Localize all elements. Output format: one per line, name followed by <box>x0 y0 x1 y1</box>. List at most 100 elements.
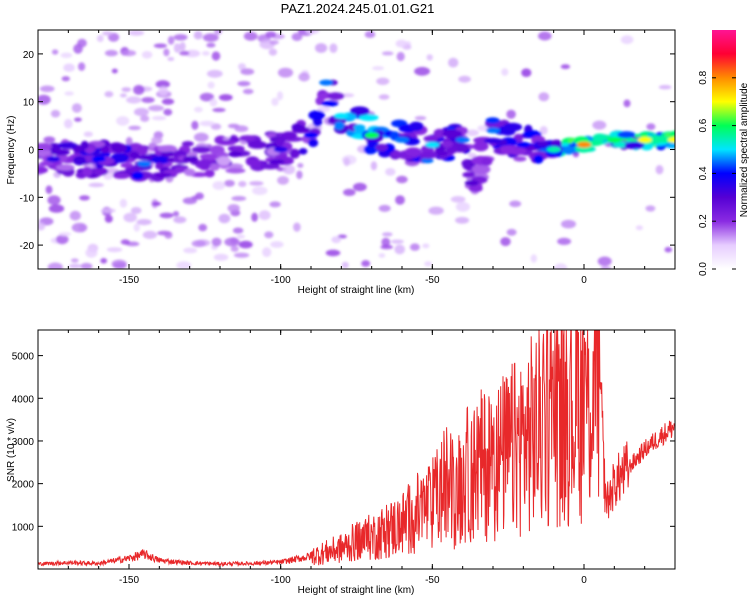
spectrogram-ridge-cell <box>503 122 523 132</box>
spectrogram-noise-cell <box>133 84 145 95</box>
spectrogram-noise-cell <box>251 212 258 222</box>
colorbar-tick-label: 0.0 <box>698 262 709 276</box>
spectrogram-noise-cell <box>232 227 244 234</box>
spectrogram-noise-cell <box>378 204 391 212</box>
spectrogram-noise-cell <box>224 237 240 247</box>
spectrogram-noise-cell <box>500 237 511 247</box>
spectrogram-noise-cell <box>240 68 255 75</box>
spectrogram-noise-cell <box>38 222 46 231</box>
spectrogram-noise-cell <box>242 88 254 95</box>
spectrogram-noise-cell <box>100 258 108 264</box>
spectrogram-noise-cell <box>394 244 406 255</box>
spectrogram-noise-cell <box>252 186 268 195</box>
spectrogram-ridge-cell <box>194 159 215 170</box>
spectrogram-noise-cell <box>277 176 289 185</box>
spectrogram-ridge-cell <box>308 138 319 148</box>
spectrogram-noise-cell <box>164 231 173 239</box>
colorbar-tick-label: 0.6 <box>698 118 709 132</box>
spectrogram-noise-cell <box>455 201 470 212</box>
spectrogram-noise-cell <box>163 108 173 116</box>
spectrogram-noise-cell <box>121 50 137 57</box>
spectrogram-noise-cell <box>422 243 430 249</box>
spectrogram-ridge-cell <box>80 140 89 150</box>
spectrogram-noise-cell <box>106 247 123 253</box>
spectrogram-noise-cell <box>148 105 165 112</box>
spectrogram-noise-cell <box>167 57 175 61</box>
spectrogram-noise-cell <box>151 136 163 145</box>
spectrogram-ridge-core <box>228 151 243 158</box>
spectrogram-noise-cell <box>331 236 342 244</box>
spectrogram-ridge-cell <box>419 151 438 159</box>
spectrogram-noise-cell <box>506 109 516 119</box>
spectrogram-ridge-core <box>182 156 197 163</box>
spectrogram-noise-cell <box>47 195 61 206</box>
spectrogram-ridge-cell <box>38 166 48 174</box>
spectrogram-noise-cell <box>560 64 571 70</box>
colorbar-ticks: 0.0 0.2 0.4 0.6 0.8 <box>698 70 736 276</box>
spectrogram-ridge-core <box>516 141 531 148</box>
spectrogram-noise-cell <box>396 175 408 184</box>
spectrogram-ridge-cell <box>112 172 130 179</box>
spectrogram-noise-cell <box>381 237 391 247</box>
spectrogram-ridge-cell <box>350 106 370 116</box>
spectrogram-ridge-cell <box>227 163 244 170</box>
spectrogram-noise-cell <box>78 62 86 71</box>
spectrogram-noise-cell <box>230 245 239 252</box>
spectrogram-noise-cell <box>182 197 198 205</box>
spectrogram-noise-cell <box>70 258 79 263</box>
x-tick-label: 0 <box>581 575 587 586</box>
spectrogram-noise-cell <box>128 125 141 131</box>
spectrogram-noise-cell <box>664 246 673 253</box>
spectrogram-ridge-cell <box>199 153 218 160</box>
spectrogram-noise-cell <box>213 253 229 261</box>
spectrogram-ridge-cell <box>334 121 345 131</box>
spectrogram-ridge-core <box>91 156 106 163</box>
x-tick-label: -50 <box>425 575 440 586</box>
spectrogram-ridge-cell <box>617 131 636 139</box>
spectrogram-noise-cell <box>249 181 264 186</box>
spectrogram-noise-cell <box>199 120 215 127</box>
spectrogram-noise-cell <box>173 34 188 41</box>
spectrogram-noise-cell <box>79 195 90 201</box>
spectrogram-noise-cell <box>153 43 167 49</box>
spectrogram-ridge-cell <box>82 166 93 177</box>
spectrogram-ridge-cell <box>298 148 308 155</box>
spectrogram-ridge-cell <box>624 141 645 150</box>
spectrogram-noise-cell <box>291 32 303 42</box>
spectrogram-ridge-cell <box>375 143 388 152</box>
spectrogram-ridge-cell <box>468 185 483 193</box>
spectrogram-ridge-core <box>637 136 652 143</box>
spectrogram-noise-cell <box>209 98 218 107</box>
spectrogram-ridge-core <box>395 136 409 143</box>
spectrogram-noise-cell <box>159 212 174 219</box>
spectrogram-ridge-cell <box>462 171 476 178</box>
spectrogram-noise-cell <box>409 243 420 251</box>
spectrogram-noise-cell <box>635 225 644 231</box>
spectrogram-ridge-cell <box>246 158 261 167</box>
spectrogram-noise-cell <box>271 97 279 106</box>
spectrogram-noise-cell <box>77 38 87 48</box>
spectrogram-ridge-core <box>46 156 61 163</box>
spectrogram-noise-cell <box>554 263 568 269</box>
spectrogram-ridge-cell <box>232 145 245 152</box>
spectrogram-ridge-cell <box>483 137 503 144</box>
spectrogram-ridge-cell <box>421 157 434 164</box>
spectrogram-ridge-cell <box>57 142 78 149</box>
spectrogram-noise-cell <box>620 35 634 45</box>
spectrogram-noise-cell <box>63 63 75 72</box>
snr-frame <box>37 329 676 570</box>
spectrogram-noise-cell <box>509 200 522 208</box>
spectrogram-noise-cell <box>645 205 656 212</box>
spectrogram-noise-cell <box>341 261 349 269</box>
spectrogram-noise-cell <box>276 91 284 101</box>
y-tick-label: 5000 <box>12 352 35 363</box>
spectrogram-noise-cell <box>173 216 187 224</box>
snr-series-line <box>38 330 675 568</box>
spectrogram-noise-cell <box>85 247 98 258</box>
spectrogram-noise-cell <box>43 136 56 144</box>
spectrogram-y-axis-label: Frequency (Hz) <box>6 116 17 185</box>
y-tick-label: -20 <box>20 241 35 252</box>
spectrogram-ridge-cell <box>110 153 129 163</box>
